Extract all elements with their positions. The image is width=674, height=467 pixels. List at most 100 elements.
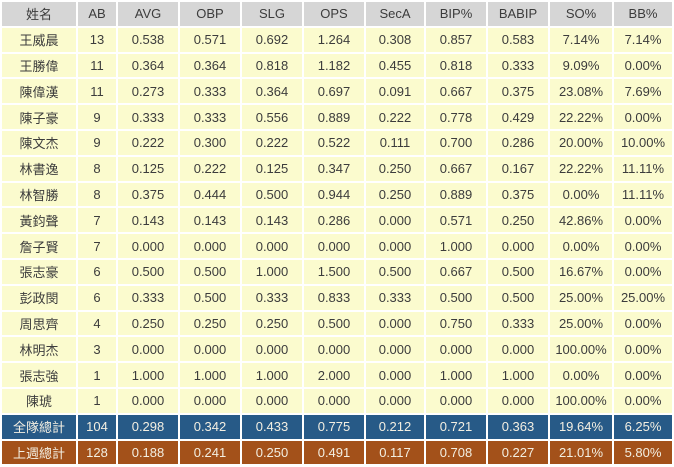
table-header: 姓名 AB AVG OBP SLG OPS SecA BIP% BABIP SO% BB% <box>2 2 672 26</box>
stat-cell: 0.333 <box>118 285 178 310</box>
total-stat-cell: 0.433 <box>242 414 302 439</box>
stat-cell: 0.00% <box>614 234 672 258</box>
stat-cell: 23.08% <box>550 79 612 104</box>
stat-cell: 0.00% <box>614 208 672 233</box>
stat-cell: 0.000 <box>426 388 486 413</box>
total-stat-cell: 5.80% <box>614 440 672 465</box>
stat-cell: 0.000 <box>488 337 548 362</box>
column-header-bippct: BIP% <box>426 2 486 26</box>
stat-cell: 16.67% <box>550 259 612 284</box>
stat-cell: 9.09% <box>550 53 612 78</box>
stat-cell: 0.500 <box>304 311 364 336</box>
stat-cell: 1 <box>78 363 116 387</box>
stat-cell: 0.000 <box>118 337 178 362</box>
stat-cell: 0.000 <box>304 337 364 362</box>
total-stat-cell: 0.708 <box>426 440 486 465</box>
table-row: 周思齊 4 0.250 0.250 0.250 0.500 0.000 0.750 0.333 2… <box>2 311 672 336</box>
player-name-cell: 陳琥 <box>2 388 76 413</box>
total-stat-cell: 0.775 <box>304 414 364 439</box>
total-stat-cell: 0.212 <box>366 414 424 439</box>
stat-cell: 20.00% <box>550 130 612 155</box>
stat-cell: 8 <box>78 156 116 181</box>
stat-cell: 11 <box>78 79 116 104</box>
total-stat-cell: 0.117 <box>366 440 424 465</box>
table-body: 王威晨 13 0.538 0.571 0.692 1.264 0.308 0.857 0.583… <box>2 27 672 465</box>
column-header-slg: SLG <box>242 2 302 26</box>
stat-cell: 0.500 <box>180 285 240 310</box>
table-row: 黃鈞聲 7 0.143 0.143 0.143 0.286 0.000 0.571 0.250 4… <box>2 208 672 233</box>
stat-cell: 25.00% <box>614 285 672 310</box>
stat-cell: 0.143 <box>242 208 302 233</box>
stat-cell: 0.333 <box>180 105 240 129</box>
stat-cell: 0.00% <box>550 363 612 387</box>
stat-cell: 13 <box>78 27 116 52</box>
column-header-ab: AB <box>78 2 116 26</box>
stat-cell: 0.167 <box>488 156 548 181</box>
stat-cell: 0.00% <box>550 182 612 207</box>
stat-cell: 7.14% <box>550 27 612 52</box>
stat-cell: 100.00% <box>550 388 612 413</box>
stat-cell: 0.000 <box>366 208 424 233</box>
player-name-cell: 張志豪 <box>2 259 76 284</box>
total-label-cell: 全隊總計 <box>2 414 76 439</box>
stat-cell: 0.000 <box>366 337 424 362</box>
table-row: 陳琥 1 0.000 0.000 0.000 0.000 0.000 0.000 0.000 10… <box>2 388 672 413</box>
stat-cell: 0.222 <box>118 130 178 155</box>
table-row: 詹子賢 7 0.000 0.000 0.000 0.000 0.000 1.000 0.000 0… <box>2 234 672 258</box>
stat-cell: 1.500 <box>304 259 364 284</box>
stat-cell: 1 <box>78 388 116 413</box>
total-stat-cell: 0.721 <box>426 414 486 439</box>
stat-cell: 0.000 <box>366 234 424 258</box>
total-label-cell: 上週總計 <box>2 440 76 465</box>
stat-cell: 0.00% <box>614 363 672 387</box>
stat-cell: 0.364 <box>118 53 178 78</box>
stat-cell: 0.500 <box>366 259 424 284</box>
stat-cell: 0.000 <box>304 234 364 258</box>
player-name-cell: 王威晨 <box>2 27 76 52</box>
team-total-row: 全隊總計 104 0.298 0.342 0.433 0.775 0.212 0.721 0.3… <box>2 414 672 439</box>
stat-cell: 1.000 <box>180 363 240 387</box>
stat-cell: 1.000 <box>488 363 548 387</box>
stat-cell: 0.429 <box>488 105 548 129</box>
stat-cell: 0.222 <box>366 105 424 129</box>
column-header-bbpct: BB% <box>614 2 672 26</box>
total-stat-cell: 0.227 <box>488 440 548 465</box>
stat-cell: 0.500 <box>426 285 486 310</box>
column-header-avg: AVG <box>118 2 178 26</box>
stat-cell: 0.222 <box>242 130 302 155</box>
table-row: 陳子豪 9 0.333 0.333 0.556 0.889 0.222 0.778 0.429 2… <box>2 105 672 129</box>
table-row: 王勝偉 11 0.364 0.364 0.818 1.182 0.455 0.818 0.333… <box>2 53 672 78</box>
stat-cell: 0.250 <box>366 182 424 207</box>
stat-cell: 0.000 <box>180 337 240 362</box>
stat-cell: 1.264 <box>304 27 364 52</box>
stat-cell: 0.889 <box>426 182 486 207</box>
stat-cell: 0.333 <box>488 311 548 336</box>
stat-cell: 6 <box>78 259 116 284</box>
column-header-babip: BABIP <box>488 2 548 26</box>
stat-cell: 0.833 <box>304 285 364 310</box>
stat-cell: 6 <box>78 285 116 310</box>
stat-cell: 0.818 <box>426 53 486 78</box>
stat-cell: 0.000 <box>180 388 240 413</box>
stat-cell: 0.375 <box>488 79 548 104</box>
table-row: 張志強 1 1.000 1.000 1.000 2.000 0.000 1.000 1.000 0… <box>2 363 672 387</box>
table-row: 林明杰 3 0.000 0.000 0.000 0.000 0.000 0.000 0.000 1… <box>2 337 672 362</box>
stat-cell: 1.000 <box>426 234 486 258</box>
stat-cell: 10.00% <box>614 130 672 155</box>
column-header-obp: OBP <box>180 2 240 26</box>
total-stat-cell: 0.298 <box>118 414 178 439</box>
stat-cell: 25.00% <box>550 311 612 336</box>
stat-cell: 0.00% <box>614 53 672 78</box>
stat-cell: 42.86% <box>550 208 612 233</box>
player-name-cell: 陳偉漢 <box>2 79 76 104</box>
stat-cell: 0.500 <box>118 259 178 284</box>
stat-cell: 100.00% <box>550 337 612 362</box>
player-name-cell: 王勝偉 <box>2 53 76 78</box>
table-row: 王威晨 13 0.538 0.571 0.692 1.264 0.308 0.857 0.583… <box>2 27 672 52</box>
table-row: 陳偉漢 11 0.273 0.333 0.364 0.697 0.091 0.667 0.375… <box>2 79 672 104</box>
stat-cell: 8 <box>78 182 116 207</box>
stat-cell: 0.889 <box>304 105 364 129</box>
player-name-cell: 陳文杰 <box>2 130 76 155</box>
column-header-seca: SecA <box>366 2 424 26</box>
total-stat-cell: 19.64% <box>550 414 612 439</box>
